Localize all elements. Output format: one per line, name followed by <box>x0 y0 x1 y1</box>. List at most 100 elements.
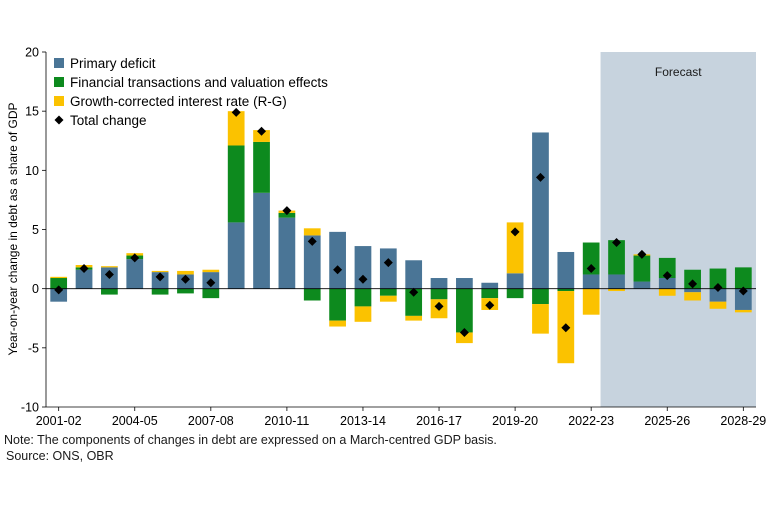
bar-segment <box>405 260 423 289</box>
bar-segment <box>709 268 727 289</box>
bar-segment <box>582 242 600 275</box>
bar-segment <box>278 212 296 218</box>
legend-label: Growth-corrected interest rate (R-G) <box>70 94 287 109</box>
x-axis-ticks: 2001-02 2004-05 2007-08 2010-11 2013-14 2016-… <box>36 407 766 428</box>
legend-label: Total change <box>70 113 147 128</box>
bar-segment <box>329 231 346 289</box>
bar-segment <box>50 278 68 289</box>
bar-segment <box>354 246 372 289</box>
y-tick-label: 0 <box>32 282 39 296</box>
bar-segment <box>633 255 651 282</box>
total-change-marker <box>409 287 419 297</box>
bar-segment <box>506 222 524 274</box>
bar-segment <box>456 278 473 289</box>
bar-segment <box>430 288 448 300</box>
legend-marker <box>54 115 64 125</box>
x-tick-label: 2013-14 <box>340 414 386 428</box>
bar-segment <box>709 288 727 302</box>
total-change-marker <box>155 272 165 282</box>
total-change-marker <box>485 300 495 310</box>
x-tick-label: 2010-11 <box>264 414 309 428</box>
total-change-marker <box>104 269 114 279</box>
bar-segment <box>481 282 499 289</box>
bar-segment <box>684 292 701 301</box>
bar-segment <box>278 217 296 289</box>
bar-segment <box>582 288 600 315</box>
x-tick-label: 2028-29 <box>720 414 766 428</box>
bar-segment <box>177 288 194 294</box>
bar-segment <box>608 240 625 275</box>
bar-segment <box>329 320 346 327</box>
total-change-marker <box>307 236 317 246</box>
bar-segment <box>303 235 321 289</box>
y-axis-ticks: -10 -5 0 5 10 15 20 <box>21 46 46 415</box>
y-tick-label: 5 <box>32 223 39 237</box>
total-change-marker <box>206 278 216 288</box>
total-change-marker <box>561 323 571 333</box>
bar-segment <box>608 274 625 289</box>
bar-segment <box>456 332 473 344</box>
bar-segment <box>126 259 144 289</box>
bar-segment <box>506 273 524 289</box>
x-tick-label: 2019-20 <box>492 414 538 428</box>
y-tick-label: -5 <box>28 341 39 355</box>
x-tick-label: 2016-17 <box>416 414 462 428</box>
bar-segment <box>734 267 752 289</box>
bar-segment <box>532 304 549 334</box>
y-axis-label: Year-on-year change in debt as a share o… <box>6 102 20 355</box>
y-tick-label: 20 <box>25 46 39 60</box>
total-change-marker <box>637 249 647 259</box>
bar-segment <box>202 288 220 299</box>
bar-segment <box>506 288 524 299</box>
bar-segment <box>481 288 499 299</box>
bar-segment <box>684 288 701 293</box>
bar-segment <box>379 295 397 302</box>
y-tick-label: 15 <box>25 105 39 119</box>
total-change-marker <box>535 172 545 182</box>
bar-segment <box>303 228 321 236</box>
bars-layer <box>50 111 752 364</box>
bar-segment <box>50 288 68 302</box>
bar-segment <box>608 288 625 292</box>
x-tick-label: 2022-23 <box>568 414 614 428</box>
total-change-marker <box>358 274 368 284</box>
bar-segment <box>227 111 245 146</box>
bar-segment <box>430 278 448 289</box>
x-tick-label: 2001-02 <box>36 414 82 428</box>
bar-segment <box>151 270 169 273</box>
bar-segment <box>532 288 549 305</box>
bar-segment <box>75 269 93 289</box>
bar-segment <box>303 288 321 301</box>
bar-segment <box>253 192 270 289</box>
y-tick-label: 10 <box>25 164 39 178</box>
bar-segment <box>405 288 423 316</box>
bar-segment <box>101 266 118 268</box>
legend-label: Financial transactions and valuation eff… <box>70 75 328 90</box>
legend-swatch <box>54 58 64 68</box>
total-change-marker <box>688 279 698 289</box>
total-change-marker <box>383 258 393 268</box>
bar-segment <box>101 288 118 295</box>
total-change-marker <box>586 264 596 274</box>
total-change-marker <box>333 265 343 275</box>
bar-segment <box>227 222 245 289</box>
bar-segment <box>658 288 676 296</box>
total-change-marker <box>510 227 520 237</box>
y-tick-label: -10 <box>21 401 39 415</box>
x-tick-label: 2007-08 <box>188 414 234 428</box>
bar-segment <box>354 288 372 307</box>
bar-segment <box>329 288 346 321</box>
bar-segment <box>734 288 752 310</box>
total-change-marker <box>180 274 190 284</box>
bar-segment <box>354 306 372 322</box>
total-change-marker <box>54 285 64 295</box>
bar-segment <box>177 270 194 275</box>
bar-segment <box>734 309 752 313</box>
bar-segment <box>253 141 270 193</box>
x-tick-label: 2004-05 <box>112 414 158 428</box>
total-change-marker <box>130 253 140 263</box>
total-change-marker <box>282 206 292 216</box>
total-change-marker <box>231 107 241 117</box>
bar-segment <box>405 315 423 321</box>
